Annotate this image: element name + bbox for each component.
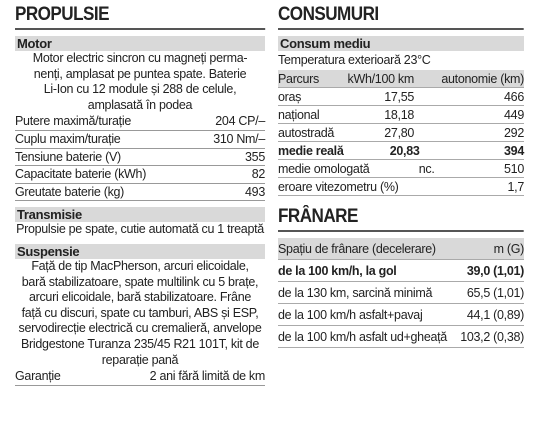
braking-table: Spațiu de frânare (decelerare) m (G) de la…	[278, 238, 524, 348]
cell: 65,5 (1,01)	[466, 286, 524, 300]
text-line: bară stabilizatoare, spate multilink cu …	[21, 274, 259, 289]
text-line: servodirecție electrică cu cremalieră, a…	[18, 321, 262, 336]
spec-value: 310 Nm/–	[213, 131, 265, 146]
table-header: Parcurs kWh/100 km autonomie (km)	[278, 70, 524, 88]
spec-row: Garanție 2 ani fără limită de km	[15, 368, 265, 386]
spec-value: 82	[251, 167, 266, 182]
right-column: CONSUMURI Consum mediu Temperatura exterio…	[278, 4, 524, 348]
cell: 27,80	[384, 126, 415, 140]
spec-label: Greutate baterie (kg)	[15, 184, 125, 199]
spec-value: 2 ani fără limită de km	[149, 369, 266, 384]
cell: 20,83	[389, 144, 420, 158]
spec-value: 204 CP/–	[215, 114, 265, 129]
cell: 394	[504, 144, 524, 158]
cell: 510	[504, 162, 524, 176]
table-row: medie reală 20,83 394	[278, 142, 524, 160]
table-row: de la 130 km, sarcină minimă 65,5 (1,01)	[278, 282, 524, 304]
spec-row: Cuplu maxim/turație 310 Nm/–	[15, 131, 265, 149]
cell: oraș	[278, 90, 302, 104]
spec-label: Putere maximă/turație	[15, 114, 131, 129]
cell: autostradă	[278, 126, 335, 140]
left-column: PROPULSIE Motor Motor electric sincron cu …	[15, 4, 265, 386]
cell: 1,7	[507, 180, 525, 194]
spec-row: Tensiune baterie (V) 355	[15, 149, 265, 167]
text-line: Motor electric sincron cu magneți perma-	[32, 51, 248, 65]
cell: de la 100 km/h, la gol	[278, 264, 397, 278]
cell: 466	[504, 90, 524, 104]
text-line: nenți, amplasat pe puntea spate. Baterie	[33, 66, 247, 81]
table-header: Spațiu de frânare (decelerare) m (G)	[278, 238, 524, 260]
table-row: autostradă 27,80 292	[278, 124, 524, 142]
header-cell: autonomie (km)	[441, 72, 524, 86]
cell: 449	[504, 108, 524, 122]
spec-label: Garanție	[15, 369, 61, 384]
spec-row: Capacitate baterie (kWh) 82	[15, 166, 265, 184]
table-row: de la 100 km/h asfalt ud+gheață 103,2 (0,…	[278, 326, 524, 348]
section-title: CONSUMURI	[278, 4, 524, 30]
spec-label: Capacitate baterie (kWh)	[15, 167, 147, 182]
cell: medie reală	[278, 144, 344, 158]
spec-label: Tensiune baterie (V)	[15, 149, 121, 164]
spec-row: Putere maximă/turație 204 CP/–	[15, 113, 265, 131]
cell: 292	[504, 126, 524, 140]
cell: 44,1 (0,89)	[466, 308, 524, 322]
cell: 18,18	[384, 108, 414, 122]
cell: medie omologată	[278, 162, 370, 176]
cell: de la 100 km/h asfalt ud+gheață	[278, 330, 447, 344]
cell: 39,0 (1,01)	[466, 264, 524, 278]
cell: de la 130 km, sarcină minimă	[278, 286, 433, 300]
subsection-title: Suspensie	[15, 243, 265, 259]
table-row: eroare vitezometru (%) 1,7	[278, 178, 524, 196]
section-title: PROPULSIE	[15, 4, 265, 30]
subsection-title: Motor	[15, 36, 265, 51]
cell: de la 100 km/h asfalt+pavaj	[278, 308, 423, 322]
header-cell: kWh/100 km	[347, 72, 415, 86]
text-line: reparație pană	[101, 352, 179, 367]
text-line: amplasată în podea	[87, 97, 193, 112]
text-line: arcuri elicoidale, bară stabilizatoare. …	[28, 290, 252, 305]
header-cell: Spațiu de frânare (decelerare)	[278, 242, 436, 256]
section-title: FRÂNARE	[278, 206, 524, 232]
cell: nc.	[418, 162, 435, 176]
consumption-table: Parcurs kWh/100 km autonomie (km) oraș 17,55…	[278, 70, 524, 196]
spacer	[278, 196, 524, 206]
text-line: Față de tip MacPherson, arcuri elicoidal…	[31, 258, 249, 273]
cell: 103,2 (0,38)	[460, 330, 524, 344]
table-row: de la 100 km/h, la gol 39,0 (1,01)	[278, 260, 524, 282]
cell: eroare vitezometru (%)	[278, 180, 399, 194]
spec-label: Cuplu maxim/turație	[15, 131, 121, 146]
text-line: față cu discuri, spate cu tamburi, ABS ș…	[21, 305, 259, 320]
cell: național	[278, 108, 320, 122]
header-cell: m (G)	[493, 242, 525, 256]
spec-value: 493	[245, 184, 265, 199]
table-row: oraș 17,55 466	[278, 88, 524, 106]
cell: 17,55	[384, 90, 414, 104]
spec-row: Greutate baterie (kg) 493	[15, 184, 265, 202]
text-line: Propulsie pe spate, cutie automată cu 1 …	[16, 222, 264, 237]
spec-value: 355	[245, 149, 265, 164]
text-line: Bridgestone Turanza 235/45 R21 101T, kit…	[21, 336, 259, 351]
note: Temperatura exterioară 23°C	[278, 53, 431, 67]
subsection-title: Transmisie	[15, 207, 265, 223]
table-row: de la 100 km/h asfalt+pavaj 44,1 (0,89)	[278, 304, 524, 326]
text-line: Li-Ion cu 12 module și 288 de celule,	[43, 82, 237, 97]
table-row: național 18,18 449	[278, 106, 524, 124]
header-cell: Parcurs	[278, 72, 319, 86]
subsection-title: Consum mediu	[278, 36, 524, 51]
table-row: medie omologată nc. 510	[278, 160, 524, 178]
